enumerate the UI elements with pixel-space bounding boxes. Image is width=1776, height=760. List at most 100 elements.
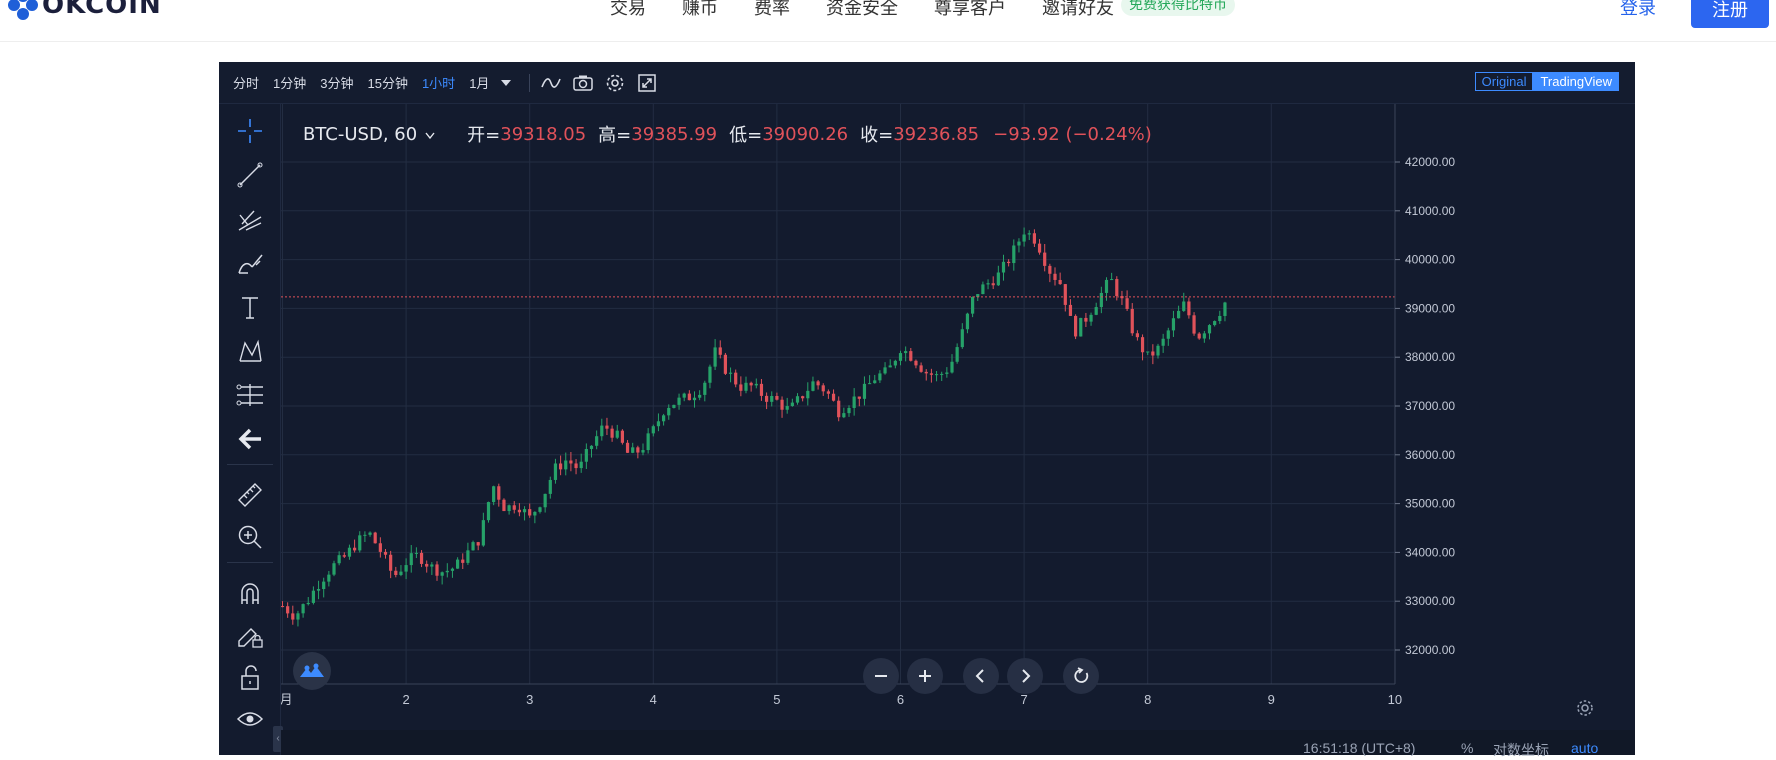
symbol-dropdown-icon[interactable] xyxy=(425,124,435,145)
candle-body xyxy=(1017,241,1021,246)
interval-15m[interactable]: 15分钟 xyxy=(367,76,408,91)
promo-badge[interactable]: 免费获得比特币 xyxy=(1121,0,1235,16)
candle-body xyxy=(656,421,661,427)
okcoin-logo[interactable]: OKCOIN xyxy=(8,0,162,20)
ruler-icon[interactable] xyxy=(235,480,265,510)
candle-body xyxy=(852,396,856,408)
candle-body xyxy=(553,463,558,480)
fullscreen-icon[interactable] xyxy=(636,72,658,94)
candle-body xyxy=(353,547,357,551)
axis-settings-icon[interactable] xyxy=(1575,698,1595,718)
view-tradingview-button[interactable]: TradingView xyxy=(1533,72,1619,91)
high-label: 高= xyxy=(598,125,632,146)
collapse-toolbar-tab[interactable]: ‹ xyxy=(273,726,283,752)
candle-body xyxy=(1223,302,1227,316)
brush-icon[interactable] xyxy=(235,248,265,278)
x-tick-label: 1月 xyxy=(281,692,293,707)
percent-toggle[interactable]: % xyxy=(1461,740,1474,756)
nav-security[interactable]: 资金安全 xyxy=(826,0,898,18)
candle-body xyxy=(615,430,619,438)
interval-1m[interactable]: 1分钟 xyxy=(273,76,307,91)
arrow-left-icon[interactable] xyxy=(235,424,265,454)
nav-vip[interactable]: 尊享客户 xyxy=(934,0,1006,18)
candle-body xyxy=(1012,245,1016,264)
candle-body xyxy=(337,555,341,564)
interval-dropdown-icon[interactable] xyxy=(495,72,517,94)
candle-body xyxy=(1151,351,1155,356)
candle-body xyxy=(1130,308,1134,334)
low-value: 39090.26 xyxy=(762,123,849,145)
candle-body xyxy=(378,543,382,552)
lock-drawing-icon[interactable] xyxy=(235,620,265,650)
view-original-button[interactable]: Original xyxy=(1474,72,1534,91)
tradingview-logo-icon[interactable] xyxy=(293,652,331,690)
price-chart[interactable]: 39236.85 32000.00 33000.00 34000.00 35000.0… xyxy=(281,104,1635,730)
candle-body xyxy=(703,382,707,395)
candle-body xyxy=(1115,279,1119,297)
candle-body xyxy=(281,606,285,608)
candle-body xyxy=(698,394,702,398)
candle-body xyxy=(904,351,908,354)
scroll-right-button[interactable] xyxy=(1007,658,1043,694)
measure-icon[interactable] xyxy=(235,380,265,410)
auto-scale-toggle[interactable]: auto xyxy=(1571,740,1599,756)
text-icon[interactable] xyxy=(235,292,265,322)
interval-tick[interactable]: 分时 xyxy=(233,76,260,91)
candle-body xyxy=(559,463,563,470)
candle-body xyxy=(744,382,748,391)
x-tick-label: 7 xyxy=(1020,692,1027,707)
candle-body xyxy=(996,272,1000,286)
eye-icon[interactable] xyxy=(235,704,265,734)
crosshair-icon[interactable] xyxy=(235,116,265,146)
unlock-icon[interactable] xyxy=(235,662,265,692)
candle-body xyxy=(960,329,964,348)
candle-body xyxy=(497,486,501,500)
camera-icon[interactable] xyxy=(572,72,594,94)
candle-body xyxy=(1027,233,1031,235)
candle-body xyxy=(466,550,470,563)
symbol-label[interactable]: BTC-USD, 60 xyxy=(303,123,418,145)
settings-gear-icon[interactable] xyxy=(604,72,626,94)
zoom-out-button[interactable] xyxy=(863,658,899,694)
okcoin-logo-mark-icon xyxy=(8,0,38,20)
interval-3m[interactable]: 3分钟 xyxy=(320,76,354,91)
candle-body xyxy=(631,447,635,453)
nav-fees[interactable]: 费率 xyxy=(754,0,790,18)
interval-1mo[interactable]: 1月 xyxy=(469,76,490,91)
toolbar-divider xyxy=(529,73,531,92)
magnet-icon[interactable] xyxy=(235,578,265,608)
login-link[interactable]: 登录 xyxy=(1620,0,1656,18)
zoom-in-icon[interactable] xyxy=(235,522,265,552)
candle-body xyxy=(517,509,521,513)
candle-body xyxy=(481,520,485,546)
nav-trade[interactable]: 交易 xyxy=(610,0,646,18)
y-tick-label: 41000.00 xyxy=(1405,204,1455,218)
pattern-icon[interactable] xyxy=(235,336,265,366)
trend-line-icon[interactable] xyxy=(235,160,265,190)
zoom-in-button[interactable] xyxy=(907,658,943,694)
candle-body xyxy=(1053,273,1057,280)
register-button[interactable]: 注册 xyxy=(1691,0,1769,28)
candle-body xyxy=(914,360,918,366)
nav-invite[interactable]: 邀请好友 xyxy=(1042,0,1114,18)
candle-body xyxy=(991,283,995,286)
candle-body xyxy=(1068,304,1073,316)
scroll-left-button[interactable] xyxy=(963,658,999,694)
candle-body xyxy=(1187,301,1191,316)
candle-body xyxy=(862,383,867,399)
candle-body xyxy=(811,381,815,391)
interval-1h[interactable]: 1小时 xyxy=(421,76,456,91)
candle-body xyxy=(342,555,346,557)
log-scale-toggle[interactable]: 对数坐标 xyxy=(1493,742,1549,758)
candle-body xyxy=(435,564,439,576)
indicator-icon[interactable] xyxy=(540,72,562,94)
price-axis-bg xyxy=(1395,104,1635,684)
pitchfork-icon[interactable] xyxy=(235,204,265,234)
candle-body xyxy=(1125,298,1129,309)
candle-body xyxy=(1048,265,1052,274)
candle-body xyxy=(1074,315,1078,337)
reset-chart-button[interactable] xyxy=(1063,658,1099,694)
candle-body xyxy=(1043,252,1047,266)
view-switch: Original TradingView xyxy=(1474,72,1619,91)
nav-earn[interactable]: 赚币 xyxy=(682,0,718,18)
